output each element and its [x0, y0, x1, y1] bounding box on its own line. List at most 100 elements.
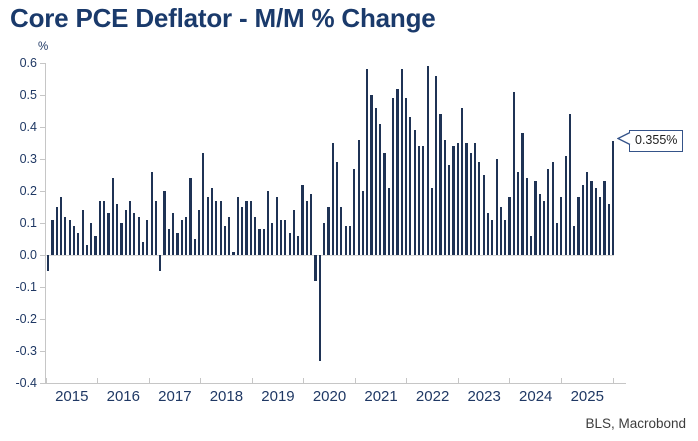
- bar-month: [314, 255, 317, 281]
- bar-month: [508, 197, 511, 255]
- bar-month: [215, 200, 218, 255]
- bar-month: [590, 181, 593, 255]
- bar-month: [141, 242, 145, 255]
- bar-month: [612, 141, 615, 255]
- bar-month: [310, 194, 313, 255]
- x-axis-tick: [612, 378, 614, 383]
- bar-month: [542, 200, 546, 255]
- bar-month: [387, 187, 390, 255]
- bar-month: [495, 159, 498, 255]
- bar-month: [577, 197, 580, 255]
- x-axis-tick: [509, 378, 511, 383]
- bar-month: [361, 191, 365, 255]
- bar-month: [107, 213, 110, 255]
- bar-month: [241, 207, 244, 255]
- bar-month: [335, 162, 339, 255]
- bar-month: [103, 200, 106, 255]
- bar-month: [426, 66, 429, 255]
- x-axis-tick: [354, 378, 356, 383]
- bar-month: [266, 191, 270, 255]
- bar-month: [94, 235, 97, 255]
- bar-month: [116, 203, 119, 255]
- bar-month: [422, 146, 425, 255]
- bar-month: [560, 197, 563, 255]
- bar-month: [318, 255, 321, 361]
- x-axis-year-label: 2021: [364, 388, 398, 405]
- bar-month: [473, 143, 477, 255]
- bar-month: [400, 69, 403, 255]
- x-axis-year-label: 2017: [158, 388, 192, 405]
- bar-month: [133, 213, 136, 255]
- bar-month: [77, 232, 80, 255]
- bar-month: [607, 203, 610, 255]
- bar-month: [154, 200, 157, 255]
- bar-month: [202, 152, 205, 255]
- bar-month: [98, 200, 101, 255]
- bar-month: [512, 91, 515, 255]
- x-axis-year-label: 2024: [519, 388, 553, 405]
- bar-month: [305, 200, 308, 255]
- x-axis-tick: [406, 378, 408, 383]
- bar-month: [486, 213, 490, 255]
- bar-month: [258, 229, 261, 255]
- bar-month: [185, 216, 188, 255]
- bar-month: [353, 168, 356, 255]
- bar-month: [64, 216, 67, 255]
- bar-month: [392, 98, 395, 255]
- bar-month: [219, 200, 222, 255]
- y-axis-tick: [40, 254, 46, 256]
- bar-month: [456, 143, 459, 255]
- callout-value-label: 0.355%: [629, 130, 684, 152]
- bar-month: [81, 210, 84, 255]
- bar-month: [262, 229, 265, 255]
- bar-month: [275, 197, 278, 255]
- chart-title: Core PCE Deflator - M/M % Change: [10, 3, 436, 33]
- bar-month: [323, 223, 326, 255]
- bar-month: [331, 143, 334, 255]
- bar-month: [461, 107, 464, 255]
- bar-month: [491, 219, 494, 255]
- bar-month: [599, 197, 602, 255]
- y-axis-tick: [40, 382, 46, 384]
- bar-month: [159, 255, 162, 271]
- bar-month: [435, 75, 438, 255]
- bar-month: [366, 69, 369, 255]
- x-axis-year-label: 2018: [209, 388, 244, 405]
- bar-month: [573, 226, 576, 255]
- source-attribution: BLS, Macrobond: [585, 416, 686, 431]
- bar-month: [396, 88, 399, 255]
- bar-month: [47, 255, 50, 271]
- bar-month: [404, 98, 408, 255]
- bar-month: [172, 213, 175, 255]
- bar-month: [297, 235, 300, 255]
- bar-month: [521, 133, 524, 255]
- x-axis-year-label: 2022: [415, 388, 450, 405]
- bar-month: [146, 219, 149, 255]
- bar-month: [594, 187, 597, 255]
- bar-month: [344, 226, 347, 255]
- bar-month: [478, 162, 481, 255]
- bar-month: [59, 197, 63, 255]
- bar-month: [292, 210, 296, 255]
- plot-area: 0.6 0.5 0.4 0.3 0.2 0.1 0.0 -0.1 -0.2 -0.3 -0.4 201…: [15, 56, 626, 405]
- bar-month: [409, 117, 412, 255]
- bar-month: [223, 226, 227, 255]
- bar-month: [236, 197, 239, 255]
- y-axis-tick: [40, 222, 46, 224]
- y-axis-tick: [40, 94, 46, 96]
- bar-month: [551, 162, 554, 255]
- x-axis-tick: [148, 378, 150, 383]
- x-axis-tick: [45, 378, 47, 383]
- bar-month: [254, 216, 257, 255]
- last-value-callout: 0.355%: [616, 130, 684, 152]
- y-axis-tick-label: 0.4: [19, 120, 37, 134]
- bar-month: [176, 232, 179, 255]
- y-axis-tick-label: 0.0: [19, 248, 37, 262]
- x-axis-year-label: 2016: [106, 388, 140, 405]
- bar-month: [525, 178, 528, 255]
- y-axis-tick: [40, 62, 46, 64]
- bar-month: [124, 210, 127, 255]
- y-axis-tick-label: 0.1: [19, 216, 37, 230]
- bar-month: [279, 219, 283, 255]
- y-axis-tick-label: 0.3: [19, 152, 37, 166]
